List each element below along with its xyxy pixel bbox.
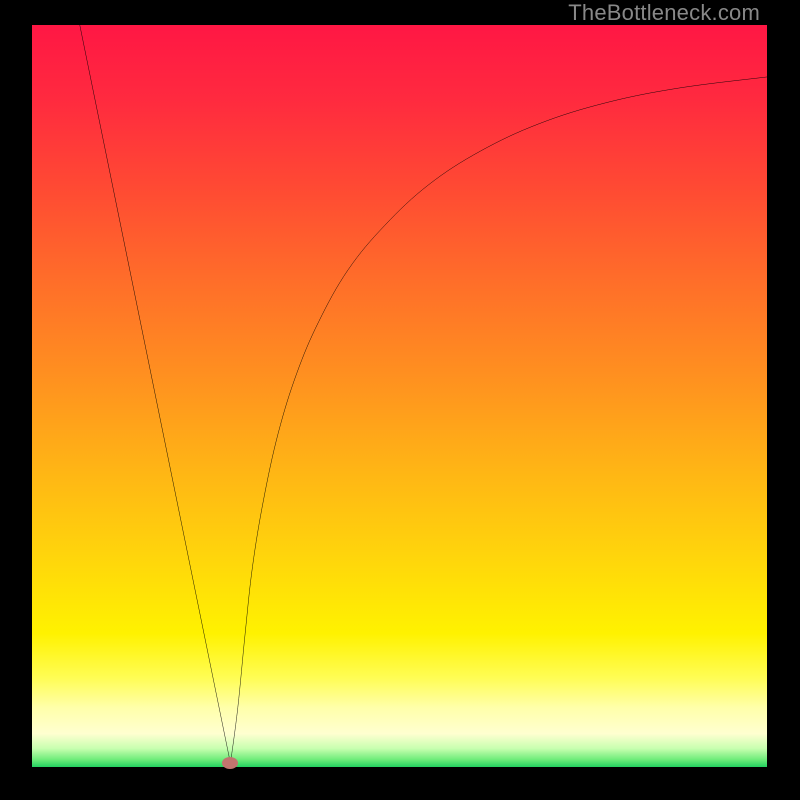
- plot-area: [32, 25, 767, 767]
- curve-right-branch: [230, 77, 767, 763]
- minimum-marker: [222, 757, 238, 769]
- curve-left-branch: [80, 25, 231, 763]
- bottleneck-curve: [32, 25, 767, 767]
- chart-container: TheBottleneck.com: [0, 0, 800, 800]
- watermark-text: TheBottleneck.com: [568, 0, 760, 26]
